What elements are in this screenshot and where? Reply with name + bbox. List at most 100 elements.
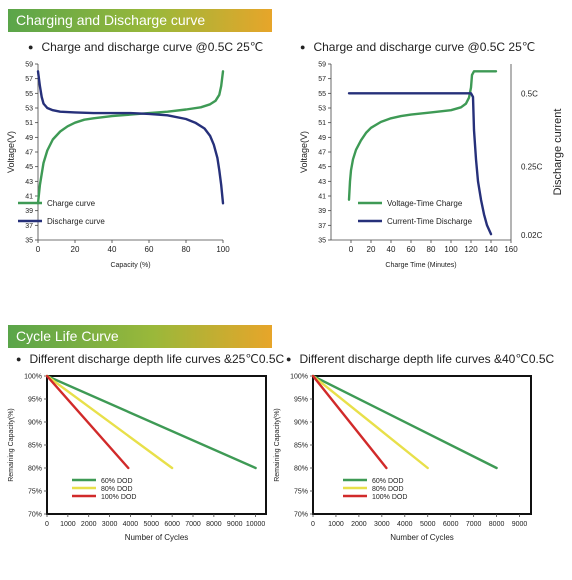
y-tick-label: 100% (290, 374, 308, 381)
80-dod-line (311, 374, 429, 470)
legend-label: 60% DOD (372, 478, 404, 485)
legend-label: 100% DOD (372, 494, 407, 501)
y-tick-label: 51 (318, 120, 326, 127)
x-tick-label: 20 (71, 245, 80, 254)
y-tick-label: 49 (25, 135, 33, 142)
charge-time-chart: 35 37 39 41 43 45 47 49 51 53 55 57 59 0 20 40 60 80 100 12… (299, 62, 564, 270)
y-tick-label: 90% (28, 420, 42, 427)
legend-label: Voltage-Time Charge (387, 199, 463, 208)
legend-label: Charge curve (47, 199, 96, 208)
60-dod-line (45, 374, 257, 470)
x-tick-label: 10000 (246, 521, 266, 528)
y-tick-label: 53 (318, 106, 326, 113)
x-tick-label: 6000 (443, 521, 459, 528)
legend-label: Current-Time Discharge (387, 217, 473, 226)
section-banner-cycle: Cycle Life Curve (8, 325, 272, 348)
y-tick-label: 45 (25, 164, 33, 171)
y-tick-label: 37 (25, 223, 33, 230)
x-tick-label: 6000 (164, 521, 180, 528)
y2-tick-label: 0.25C (521, 163, 543, 172)
plot-frame (312, 375, 532, 515)
x-tick-label: 7000 (466, 521, 482, 528)
x-tick-label: 9000 (227, 521, 243, 528)
y-tick-label: 53 (25, 106, 33, 113)
y-tick-label: 57 (25, 76, 33, 83)
y-tick-label: 35 (318, 238, 326, 245)
100-dod-line (45, 374, 130, 470)
y-axis-label: Voltage(V) (6, 131, 16, 173)
y-tick-label: 80% (294, 466, 308, 473)
x-tick-label: 2000 (351, 521, 367, 528)
y-tick-label: 43 (25, 179, 33, 186)
y2-axis-label: Discharge current (552, 109, 564, 196)
y-tick-label: 37 (318, 223, 326, 230)
y2-tick-label: 0.02C (521, 231, 543, 240)
x-tick-label: 80 (182, 245, 191, 254)
y-tick-label: 45 (318, 164, 326, 171)
y-tick-label: 57 (318, 76, 326, 83)
y-tick-label: 59 (25, 62, 33, 69)
y-tick-label: 47 (25, 150, 33, 157)
x-axis-label: Number of Cycles (125, 533, 189, 542)
y-tick-label: 55 (318, 91, 326, 98)
60-dod-line (311, 374, 498, 470)
x-tick-label: 1000 (328, 521, 344, 528)
y-tick-label: 70% (294, 512, 308, 519)
100-dod-line (311, 374, 388, 470)
y-tick-label: 75% (294, 489, 308, 496)
y-axis-label: Voltage(V) (299, 131, 309, 173)
x-tick-label: 160 (504, 245, 518, 254)
discharge-curve-line (36, 70, 225, 205)
chart-subtitle-1: ● Charge and discharge curve @0.5C 25℃ (28, 40, 263, 54)
x-tick-label: 40 (108, 245, 117, 254)
y2-tick-label: 0.5C (521, 89, 538, 98)
x-tick-label: 140 (484, 245, 498, 254)
x-tick-label: 3000 (374, 521, 390, 528)
plot-frame (46, 375, 267, 515)
x-tick-label: 80 (427, 245, 436, 254)
x-tick-label: 2000 (81, 521, 97, 528)
x-tick-label: 20 (367, 245, 376, 254)
legend-label: 100% DOD (101, 494, 136, 501)
y-tick-label: 95% (28, 397, 42, 404)
x-tick-label: 4000 (397, 521, 413, 528)
x-tick-label: 1000 (60, 521, 76, 528)
cycle-life-25c-chart: 70% 75% 80% 85% 90% 95% 100% 0 1000 2000 3000 4000 5… (8, 374, 267, 542)
y-tick-label: 59 (318, 62, 326, 69)
charge-curve-line (36, 70, 225, 205)
x-tick-label: 4000 (123, 521, 139, 528)
y-tick-label: 43 (318, 179, 326, 186)
y-tick-label: 41 (318, 194, 326, 201)
bullet-icon: ● (28, 42, 34, 52)
legend-label: 80% DOD (101, 486, 133, 493)
y-tick-label: 55 (25, 91, 33, 98)
section-title-cycle: Cycle Life Curve (16, 328, 119, 344)
y-tick-label: 80% (28, 466, 42, 473)
y-axis-label: Remaining Capacity(%) (274, 408, 281, 482)
x-tick-label: 60 (145, 245, 154, 254)
bullet-icon: ● (286, 354, 292, 364)
x-tick-label: 8000 (489, 521, 505, 528)
y-tick-label: 39 (318, 208, 326, 215)
voltage-time-charge-line (347, 70, 498, 201)
cycle-life-40c-chart: 70% 75% 80% 85% 90% 95% 100% 0 1000 2000 3000 4000 5… (274, 374, 532, 542)
x-axis-label: Number of Cycles (390, 533, 454, 542)
y-tick-label: 90% (294, 420, 308, 427)
x-axis-label: Capacity (%) (110, 262, 150, 269)
subtitle-text-3: Different discharge depth life curves &2… (29, 352, 285, 366)
x-tick-label: 9000 (512, 521, 528, 528)
x-tick-label: 100 (444, 245, 458, 254)
legend-label: 60% DOD (101, 478, 133, 485)
y-tick-label: 49 (318, 135, 326, 142)
x-tick-label: 0 (349, 245, 354, 254)
y-tick-label: 51 (25, 120, 33, 127)
x-tick-label: 40 (387, 245, 396, 254)
subtitle-text-2: Charge and discharge curve @0.5C 25℃ (313, 40, 536, 54)
x-axis-label: Charge Time (Minutes) (385, 262, 456, 269)
y-tick-label: 47 (318, 150, 326, 157)
y-tick-label: 35 (25, 238, 33, 245)
legend-label: Discharge curve (47, 217, 105, 226)
y-tick-label: 70% (28, 512, 42, 519)
y-tick-label: 39 (25, 208, 33, 215)
x-tick-label: 0 (311, 521, 315, 528)
